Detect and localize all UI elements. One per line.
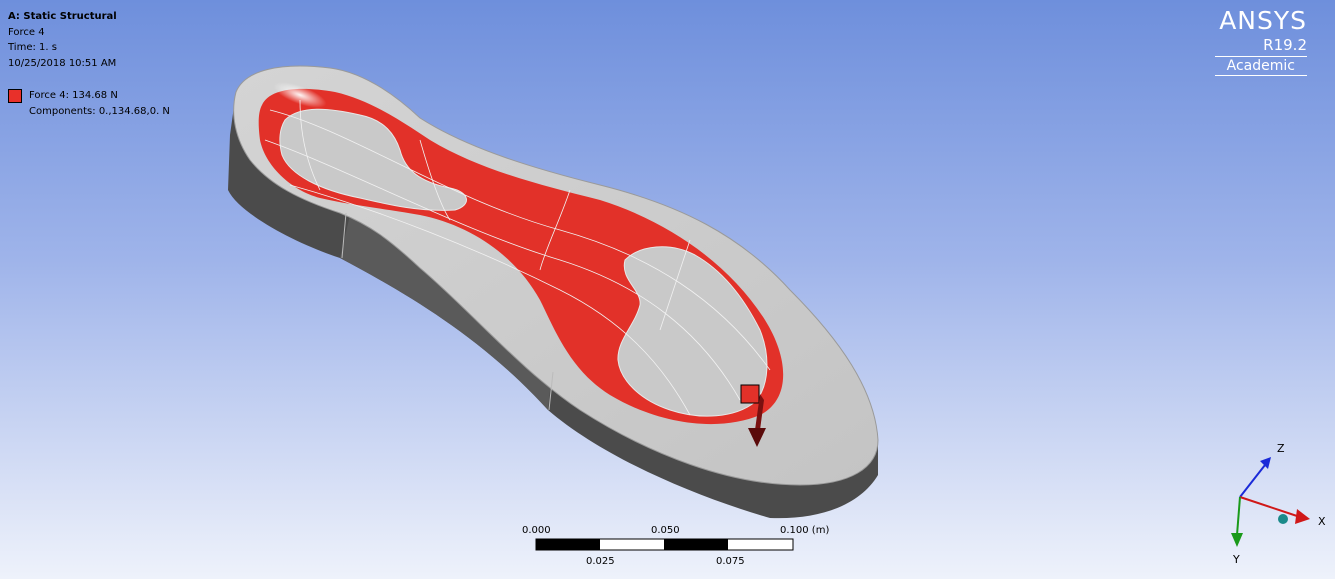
insole-side-light <box>340 215 552 410</box>
legend: Force 4: 134.68 N Components: 0.,134.68,… <box>8 88 170 119</box>
side-seam <box>548 371 554 411</box>
ansys-logo: ANSYS R19.2 Academic <box>1214 6 1307 76</box>
timestamp: 10/25/2018 10:51 AM <box>8 57 117 69</box>
triad-z-label: Z <box>1277 442 1285 455</box>
side-seam <box>341 212 347 259</box>
time-label: Time: 1. s <box>8 42 57 53</box>
scale-label-top: 0.100 (m) <box>780 525 830 536</box>
scale-label-bottom: 0.075 <box>716 556 745 567</box>
mesh-lines <box>264 99 771 416</box>
heel-pad <box>279 108 467 211</box>
legend-entry[interactable]: Force 4: 134.68 N <box>8 88 170 104</box>
legend-swatch <box>8 88 22 103</box>
analysis-info: A: Static Structural Force 4 Time: 1. s … <box>8 9 117 71</box>
forefoot-pad <box>617 246 768 417</box>
triad-y-label: Y <box>1233 553 1240 566</box>
brand-edition: Academic <box>1214 56 1307 76</box>
analysis-title: A: Static Structural <box>8 11 117 22</box>
force-marker[interactable] <box>740 384 760 404</box>
axes-triad-icon[interactable] <box>1215 435 1335 575</box>
brand-name: ANSYS <box>1219 6 1307 35</box>
scale-label-bottom: 0.025 <box>586 556 615 567</box>
scale-label-top: 0.000 <box>522 525 551 536</box>
brand-version: R19.2 <box>1263 36 1307 54</box>
object-name: Force 4 <box>8 26 45 38</box>
triad-x-label: X <box>1318 515 1326 528</box>
down-arrow-icon <box>748 394 766 447</box>
legend-components: Components: 0.,134.68,0. N <box>29 105 170 117</box>
scale-label-top: 0.050 <box>651 525 680 536</box>
heel-specular <box>273 82 327 108</box>
legend-label: Force 4: 134.68 N <box>29 90 118 101</box>
